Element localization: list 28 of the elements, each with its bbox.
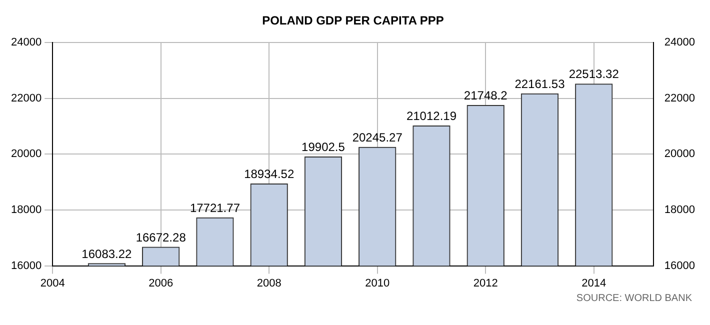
data-label: 19902.5 [302, 140, 346, 154]
x-tick-label: 2008 [256, 277, 282, 290]
y2-tick-label: 24000 [664, 36, 696, 48]
x-tick-label: 2010 [365, 277, 390, 290]
y-tick-label: 22000 [10, 92, 42, 104]
data-label: 22161.53 [514, 77, 566, 92]
y2-tick-label: 20000 [664, 148, 696, 160]
x-tick-label: 2012 [473, 277, 498, 290]
data-label: 20245.27 [352, 130, 403, 145]
chart-title: POLAND GDP PER CAPITA PPP [262, 14, 444, 28]
y-tick-label: 16000 [10, 260, 42, 272]
data-label: 18934.52 [244, 167, 294, 182]
y-tick-label: 20000 [10, 148, 42, 160]
data-label: 16672.28 [136, 230, 186, 244]
data-label: 21012.19 [406, 109, 457, 124]
data-label: 16083.22 [82, 246, 132, 261]
source-note: SOURCE: WORLD BANK [575, 293, 693, 304]
y2-tick-label: 18000 [664, 204, 696, 216]
data-label: 22513.32 [568, 67, 620, 82]
data-label: 21748.2 [464, 88, 508, 103]
x-tick-label: 2004 [40, 277, 65, 290]
y-tick-label: 18000 [10, 204, 42, 216]
x-tick-label: 2006 [148, 277, 174, 290]
y2-tick-label: 16000 [664, 260, 696, 272]
data-label: 17721.77 [190, 201, 240, 216]
y2-tick-label: 22000 [664, 92, 696, 104]
y-tick-label: 24000 [10, 36, 42, 48]
x-tick-label: 2014 [582, 277, 606, 290]
